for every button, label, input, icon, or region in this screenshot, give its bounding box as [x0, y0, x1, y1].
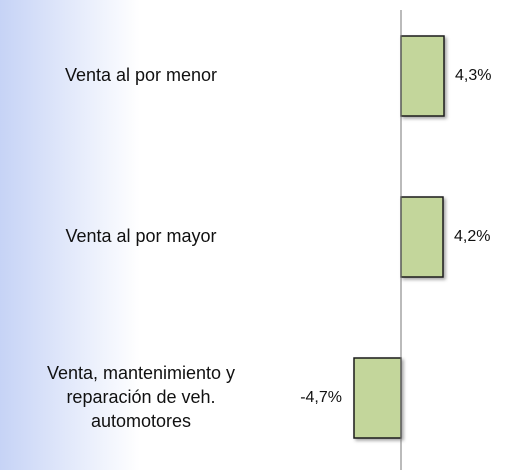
value-label: -4,7%	[300, 389, 342, 406]
value-label: 4,2%	[454, 228, 490, 245]
value-label: 4,3%	[455, 67, 491, 84]
background-gradient	[0, 0, 140, 470]
bar	[353, 357, 402, 439]
category-label: reparación de veh.	[66, 387, 215, 407]
category-label: Venta, mantenimiento y	[47, 363, 235, 383]
bar	[400, 35, 445, 117]
category-label: Venta al por menor	[65, 65, 217, 85]
bar	[400, 196, 444, 278]
category-label: Venta al por mayor	[65, 226, 216, 246]
category-label: automotores	[91, 411, 191, 431]
